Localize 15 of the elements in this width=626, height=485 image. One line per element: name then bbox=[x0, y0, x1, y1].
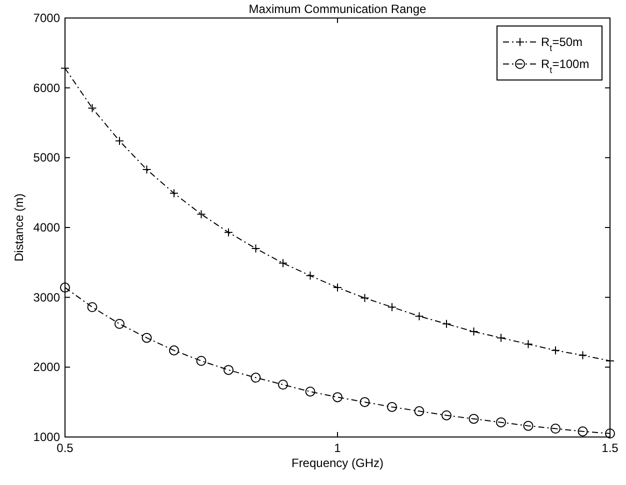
y-tick-label: 6000 bbox=[33, 80, 60, 95]
y-tick-label: 5000 bbox=[33, 150, 60, 165]
x-tick-label: 1 bbox=[334, 441, 342, 455]
y-tick-label: 4000 bbox=[33, 220, 60, 234]
x-tick-label: 0.5 bbox=[56, 441, 74, 455]
y-axis-title: Distance (m) bbox=[12, 193, 26, 262]
chart-title: Maximum Communication Range bbox=[248, 2, 427, 16]
y-tick-label: 7000 bbox=[33, 11, 60, 25]
y-tick-label: 3000 bbox=[33, 290, 60, 304]
legend-label: R$_{t}$=50m bbox=[541, 35, 583, 53]
y-tick-label: 1000 bbox=[33, 430, 60, 444]
legend-label: R$_{t}$=100m bbox=[541, 57, 590, 75]
y-tick-label: 2000 bbox=[33, 360, 60, 374]
x-tick-label: 1.5 bbox=[602, 441, 619, 455]
x-axis-title: Frequency (GHz) bbox=[291, 456, 384, 470]
